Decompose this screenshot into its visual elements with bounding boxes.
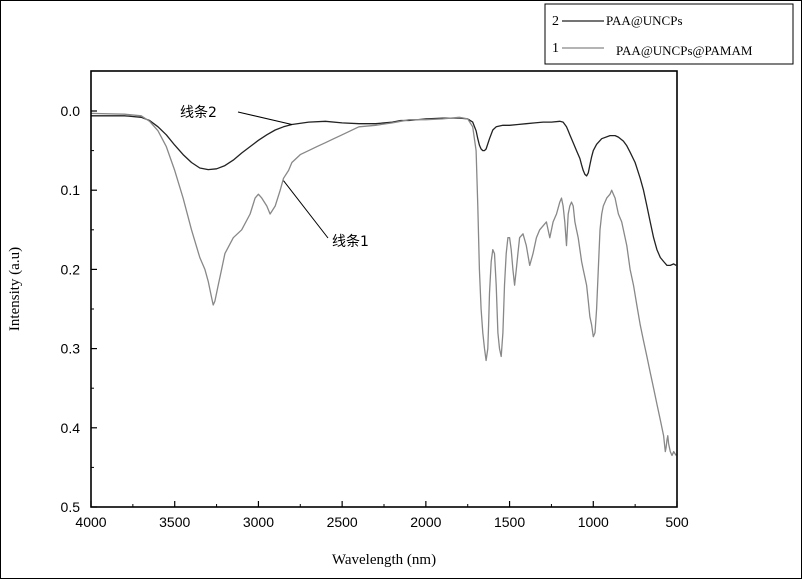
y-axis: 0.0 0.1 0.2 0.3 0.4 0.5 [61, 103, 97, 515]
legend-item-label: PAA@UNCPs@PAMAM [616, 43, 753, 58]
y-axis-title: Intensity (a.u) [7, 247, 23, 331]
series-line1 [90, 112, 677, 457]
annotation-line1-label: 线条1 [332, 233, 369, 250]
y-tick-label: 0.4 [61, 420, 81, 436]
y-tick-label: 0.1 [61, 182, 81, 198]
x-tick-label: 3000 [243, 514, 274, 530]
annotation-line1: 线条1 [283, 180, 369, 250]
plot-area [90, 70, 678, 508]
legend-item-label: PAA@UNCPs [606, 13, 683, 28]
y-tick-label: 0.2 [61, 261, 81, 277]
x-tick-label: 2000 [410, 514, 441, 530]
series-line2 [91, 115, 677, 267]
annotation-line1-leader [283, 180, 329, 239]
legend-box [544, 3, 794, 65]
x-tick-label: 1500 [494, 514, 525, 530]
x-tick-label: 3500 [159, 514, 190, 530]
series-layer [90, 112, 677, 457]
y-tick-label: 0.0 [61, 103, 81, 119]
annotation-line2: 线条2 [180, 104, 293, 125]
legend: 2 PAA@UNCPs 1 PAA@UNCPs@PAMAM [544, 3, 794, 65]
annotation-line2-label: 线条2 [180, 104, 217, 121]
y-tick-label: 0.3 [61, 341, 81, 357]
x-tick-label: 4000 [75, 514, 106, 530]
annotation-line2-leader [237, 111, 293, 125]
legend-item-number: 2 [552, 14, 559, 29]
x-axis-title: Wavelength (nm) [332, 552, 436, 568]
legend-item-number: 1 [552, 41, 559, 56]
x-tick-label: 2500 [327, 514, 358, 530]
y-tick-label: 0.5 [61, 499, 81, 515]
x-tick-label: 1000 [578, 514, 609, 530]
x-tick-label: 500 [665, 514, 689, 530]
x-axis: 4000 3500 3000 2500 2000 1500 1000 500 [75, 501, 689, 530]
